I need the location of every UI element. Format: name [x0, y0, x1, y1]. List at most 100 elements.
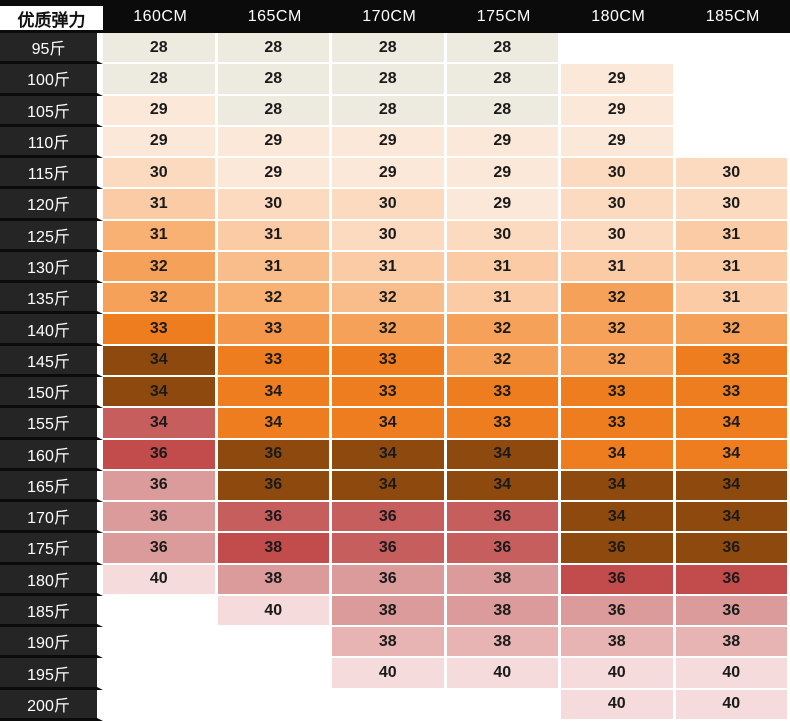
- size-cell: 31: [675, 283, 790, 315]
- size-cell: 40: [446, 658, 561, 690]
- size-cell: 28: [332, 64, 447, 96]
- size-cell: 31: [561, 251, 676, 284]
- empty-cell: [675, 95, 790, 127]
- row-label: 150斤: [0, 377, 103, 409]
- size-cell: 30: [446, 220, 561, 252]
- size-cell: 31: [446, 251, 561, 284]
- row-label: 110斤: [0, 126, 103, 159]
- size-cell: 28: [446, 64, 561, 96]
- size-cell: 34: [675, 502, 790, 534]
- size-cell: 38: [561, 627, 676, 659]
- size-cell: 29: [561, 95, 676, 127]
- size-cell: 28: [103, 64, 218, 96]
- size-cell: 34: [217, 377, 332, 409]
- size-cell: 29: [332, 126, 447, 159]
- column-header-160cm: 160CM: [103, 0, 218, 33]
- row-label: 155斤: [0, 408, 103, 440]
- size-cell: 31: [675, 220, 790, 252]
- size-cell: 34: [675, 408, 790, 440]
- size-cell: 36: [332, 533, 447, 565]
- empty-cell: [217, 627, 332, 659]
- size-cell: 34: [675, 470, 790, 503]
- size-cell: 38: [446, 595, 561, 628]
- size-cell: 28: [446, 33, 561, 65]
- row-label: 175斤: [0, 533, 103, 565]
- size-cell: 34: [103, 408, 218, 440]
- row-label: 190斤: [0, 627, 103, 659]
- size-cell: 33: [103, 314, 218, 346]
- size-cell: 32: [561, 283, 676, 315]
- corner-title-cell: 优质弹力: [0, 0, 103, 33]
- size-cell: 33: [332, 377, 447, 409]
- row-label: 135斤: [0, 283, 103, 315]
- size-cell: 33: [675, 377, 790, 409]
- size-cell: 38: [217, 533, 332, 565]
- size-cell: 34: [103, 377, 218, 409]
- size-cell: 29: [446, 158, 561, 190]
- size-cell: 30: [675, 158, 790, 190]
- size-cell: 36: [103, 502, 218, 534]
- size-cell: 30: [561, 158, 676, 190]
- row-label: 120斤: [0, 189, 103, 221]
- empty-cell: [217, 689, 332, 721]
- empty-cell: [675, 126, 790, 159]
- row-label: 140斤: [0, 314, 103, 346]
- size-cell: 28: [217, 64, 332, 96]
- size-cell: 33: [332, 345, 447, 377]
- size-cell: 31: [446, 283, 561, 315]
- size-cell: 33: [446, 377, 561, 409]
- size-cell: 36: [675, 595, 790, 628]
- size-cell: 36: [217, 439, 332, 471]
- size-cell: 36: [561, 533, 676, 565]
- size-cell: 36: [103, 533, 218, 565]
- size-cell: 31: [217, 220, 332, 252]
- size-cell: 38: [446, 627, 561, 659]
- size-cell: 34: [332, 408, 447, 440]
- row-label: 130斤: [0, 251, 103, 284]
- size-cell: 32: [103, 251, 218, 284]
- column-header-175cm: 175CM: [446, 0, 561, 33]
- size-cell: 28: [332, 95, 447, 127]
- size-cell: 29: [103, 126, 218, 159]
- size-cell: 31: [217, 251, 332, 284]
- column-header-170cm: 170CM: [332, 0, 447, 33]
- size-cell: 30: [561, 189, 676, 221]
- size-cell: 33: [561, 408, 676, 440]
- empty-cell: [103, 595, 218, 628]
- column-header-165cm: 165CM: [217, 0, 332, 33]
- size-cell: 32: [675, 314, 790, 346]
- size-cell: 29: [217, 126, 332, 159]
- size-cell: 33: [217, 345, 332, 377]
- empty-cell: [217, 658, 332, 690]
- row-label: 145斤: [0, 345, 103, 377]
- row-label: 165斤: [0, 470, 103, 503]
- size-cell: 32: [332, 283, 447, 315]
- size-cell: 34: [561, 502, 676, 534]
- size-cell: 33: [675, 345, 790, 377]
- size-cell: 38: [217, 564, 332, 596]
- size-cell: 31: [103, 189, 218, 221]
- column-header-180cm: 180CM: [561, 0, 676, 33]
- row-label: 115斤: [0, 158, 103, 190]
- empty-cell: [103, 689, 218, 721]
- row-label: 100斤: [0, 64, 103, 96]
- size-cell: 36: [332, 502, 447, 534]
- empty-cell: [332, 689, 447, 721]
- column-header-185cm: 185CM: [675, 0, 790, 33]
- size-cell: 28: [103, 33, 218, 65]
- size-cell: 34: [103, 345, 218, 377]
- size-cell: 29: [332, 158, 447, 190]
- size-cell: 36: [675, 564, 790, 596]
- size-cell: 32: [446, 314, 561, 346]
- size-cell: 36: [103, 470, 218, 503]
- size-cell: 33: [561, 377, 676, 409]
- size-cell: 29: [561, 126, 676, 159]
- size-cell: 32: [217, 283, 332, 315]
- empty-cell: [103, 627, 218, 659]
- row-label: 180斤: [0, 564, 103, 596]
- row-label: 200斤: [0, 689, 103, 721]
- size-cell: 28: [217, 95, 332, 127]
- size-cell: 40: [561, 689, 676, 721]
- size-cell: 29: [217, 158, 332, 190]
- row-label: 125斤: [0, 220, 103, 252]
